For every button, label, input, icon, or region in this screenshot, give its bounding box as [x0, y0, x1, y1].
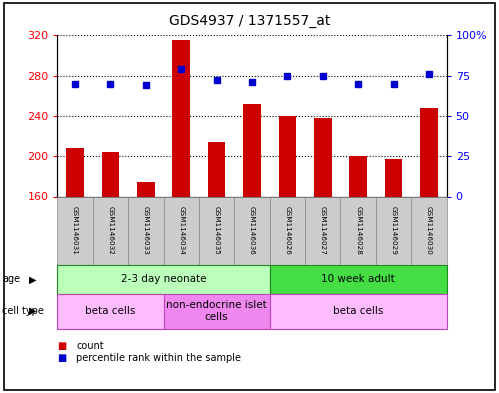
Bar	[420, 108, 438, 196]
Text: GSM1146032: GSM1146032	[107, 206, 113, 255]
Bar	[137, 182, 155, 196]
Bar	[66, 148, 84, 196]
Text: GSM1146028: GSM1146028	[355, 206, 361, 255]
Text: GSM1146033: GSM1146033	[143, 206, 149, 255]
Text: cell type: cell type	[2, 306, 44, 316]
Text: non-endocrine islet
cells: non-endocrine islet cells	[166, 301, 267, 322]
Bar	[349, 156, 367, 196]
Text: ■: ■	[57, 353, 67, 363]
Bar	[172, 40, 190, 196]
Bar	[385, 159, 402, 196]
Bar	[208, 142, 226, 196]
Text: GSM1146035: GSM1146035	[214, 206, 220, 255]
Text: GSM1146036: GSM1146036	[249, 206, 255, 255]
Bar	[102, 152, 119, 196]
Text: GDS4937 / 1371557_at: GDS4937 / 1371557_at	[169, 14, 330, 28]
Text: 2-3 day neonate: 2-3 day neonate	[121, 274, 206, 285]
Text: ▶: ▶	[29, 306, 37, 316]
Text: 10 week adult: 10 week adult	[321, 274, 395, 285]
Text: beta cells: beta cells	[85, 306, 136, 316]
Text: GSM1146034: GSM1146034	[178, 206, 184, 255]
Text: ■: ■	[57, 341, 67, 351]
Text: ▶: ▶	[29, 274, 37, 285]
Text: GSM1146026: GSM1146026	[284, 206, 290, 255]
Text: age: age	[2, 274, 20, 285]
Bar	[278, 116, 296, 196]
Bar	[314, 118, 332, 196]
Text: GSM1146030: GSM1146030	[426, 206, 432, 255]
Text: GSM1146031: GSM1146031	[72, 206, 78, 255]
Bar	[243, 104, 261, 196]
Text: GSM1146029: GSM1146029	[391, 206, 397, 255]
Text: GSM1146027: GSM1146027	[320, 206, 326, 255]
Text: count: count	[76, 341, 104, 351]
Text: beta cells: beta cells	[333, 306, 383, 316]
Text: percentile rank within the sample: percentile rank within the sample	[76, 353, 242, 363]
